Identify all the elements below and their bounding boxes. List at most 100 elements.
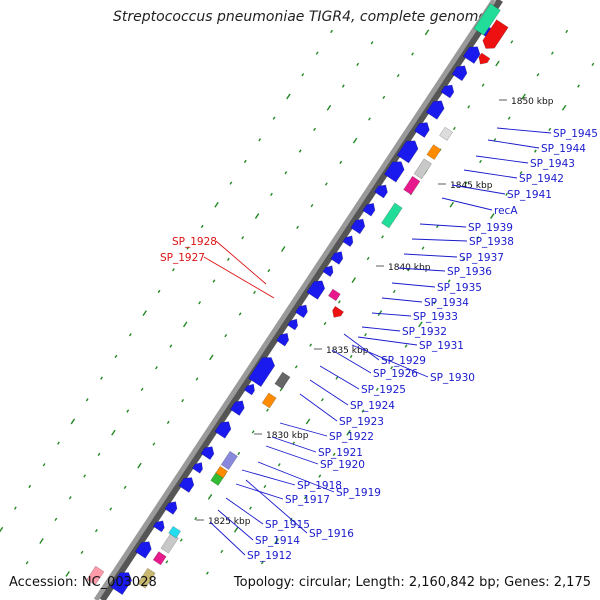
tick-mark	[207, 493, 213, 500]
tick-mark	[243, 159, 247, 164]
tick-mark	[70, 418, 76, 425]
gene-label: SP_1914	[255, 535, 300, 547]
tick-mark	[294, 365, 298, 369]
gene-label: SP_1930	[430, 372, 475, 384]
forward-gene	[425, 100, 445, 120]
tick-mark	[194, 516, 198, 521]
gene-leader	[391, 282, 436, 288]
gene-leader	[361, 326, 401, 332]
gene-leader	[215, 240, 267, 285]
tick-mark	[13, 506, 17, 510]
gene-leader	[209, 521, 246, 556]
tick-mark	[238, 312, 242, 316]
gene-label: SP_1937	[459, 252, 504, 264]
forward-gene	[451, 65, 468, 82]
tick-mark	[198, 301, 202, 305]
gene-leader	[463, 169, 518, 179]
tick-mark	[521, 93, 526, 100]
tick-mark	[309, 343, 313, 347]
tick-mark	[561, 104, 567, 111]
tick-mark	[548, 127, 552, 132]
tick-mark	[304, 496, 307, 500]
gene-label: SP_1931	[419, 340, 464, 352]
tick-mark	[126, 409, 130, 413]
feature-gene	[439, 126, 453, 141]
tick-mark	[206, 571, 209, 575]
tick-mark	[123, 485, 127, 489]
tick-mark	[424, 29, 430, 36]
gene-leader	[411, 238, 468, 242]
gene-label: SP_1926	[373, 368, 418, 380]
gene-leader	[351, 344, 429, 378]
tick-mark	[220, 549, 224, 554]
forward-gene	[362, 202, 376, 217]
gene-leader	[357, 336, 418, 346]
gene-leader	[475, 155, 529, 164]
tick-mark	[377, 310, 383, 317]
tick-mark	[323, 321, 327, 326]
tick-mark	[85, 398, 89, 402]
feature-gene	[274, 371, 291, 390]
tick-mark	[83, 474, 87, 478]
forward-gene	[330, 251, 344, 265]
tick-mark	[140, 387, 144, 392]
tick-mark	[356, 62, 360, 67]
forward-gene	[178, 477, 195, 493]
tick-mark	[310, 204, 314, 208]
tick-mark	[519, 171, 523, 175]
tick-mark	[114, 354, 118, 359]
forward-gene	[462, 46, 481, 64]
feature-gene	[403, 175, 421, 196]
gene-label: SP_1916	[309, 528, 354, 540]
tick-mark	[490, 213, 495, 219]
topology-label: Topology: circular; Length: 2,160,842 bp…	[233, 575, 591, 590]
tick-mark	[577, 84, 580, 88]
forward-gene	[164, 501, 178, 515]
forward-gene	[276, 332, 290, 347]
tick-mark	[284, 171, 288, 175]
gene-leader	[371, 312, 412, 317]
gene-leader	[441, 197, 493, 211]
tick-mark	[351, 277, 356, 284]
gene-label: SP_1915	[265, 519, 310, 531]
tick-mark	[339, 160, 343, 164]
tick-mark	[157, 289, 161, 294]
tick-mark	[195, 377, 199, 381]
tick-mark	[533, 149, 537, 153]
tick-mark	[392, 289, 396, 294]
gene-leader	[309, 379, 349, 406]
gene-leader	[241, 469, 296, 486]
reverse-gene	[332, 305, 344, 318]
gene-label: SP_1927	[160, 252, 205, 264]
backbone-shadow	[99, 0, 503, 600]
gene-label: SP_1912	[247, 550, 292, 562]
tick-mark	[212, 279, 216, 283]
feature-gene	[160, 532, 179, 554]
tick-mark	[341, 84, 345, 88]
gene-label: SP_1924	[350, 400, 395, 412]
tick-mark	[181, 399, 185, 403]
tick-mark	[94, 529, 98, 533]
tick-mark	[266, 408, 269, 412]
gene-leader	[496, 127, 552, 134]
tick-mark	[128, 333, 132, 337]
forward-gene	[396, 140, 419, 164]
gene-label: SP_1918	[297, 480, 342, 492]
tick-mark	[381, 235, 384, 239]
tick-mark	[80, 550, 84, 554]
kbp-marker: 1840 kbp	[388, 263, 431, 273]
tick-mark	[352, 137, 358, 144]
tick-mark	[57, 441, 60, 445]
tick-mark	[332, 452, 336, 457]
forward-gene	[294, 304, 308, 319]
tick-mark	[97, 452, 101, 457]
tick-mark	[298, 149, 302, 153]
tick-mark	[301, 73, 305, 77]
gene-label: SP_1923	[339, 416, 384, 428]
tick-mark	[364, 333, 367, 337]
tick-mark	[165, 560, 169, 564]
tick-mark	[326, 104, 332, 111]
gene-leader	[381, 297, 423, 303]
tick-mark	[411, 52, 414, 56]
